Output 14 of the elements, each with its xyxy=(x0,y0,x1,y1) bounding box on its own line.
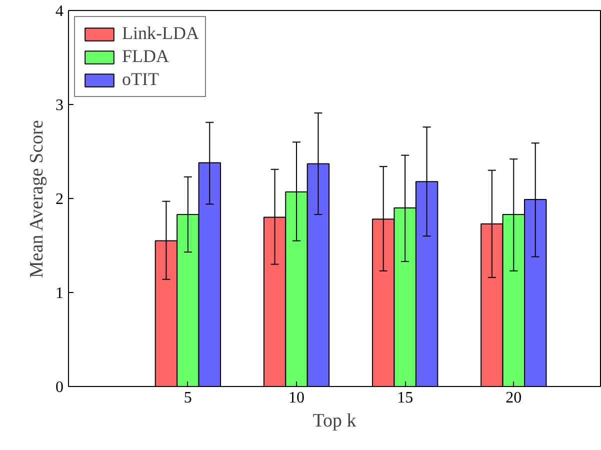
x-tick-label: 5 xyxy=(184,390,192,406)
x-tick-label: 10 xyxy=(288,390,304,406)
y-tick-label: 3 xyxy=(56,97,64,114)
x-axis-title: Top k xyxy=(312,410,357,432)
x-tick-label: 20 xyxy=(506,390,522,406)
legend-label: Link-LDA xyxy=(122,23,199,44)
y-tick-label: 4 xyxy=(56,3,64,20)
legend-label: oTIT xyxy=(122,69,159,90)
legend-label: FLDA xyxy=(122,46,170,67)
y-tick-label: 0 xyxy=(56,379,64,396)
x-tick-label: 15 xyxy=(397,390,414,406)
y-axis-title: Mean Average Score xyxy=(26,120,48,278)
y-tick-label: 1 xyxy=(56,285,64,302)
y-tick-label: 2 xyxy=(56,191,64,208)
